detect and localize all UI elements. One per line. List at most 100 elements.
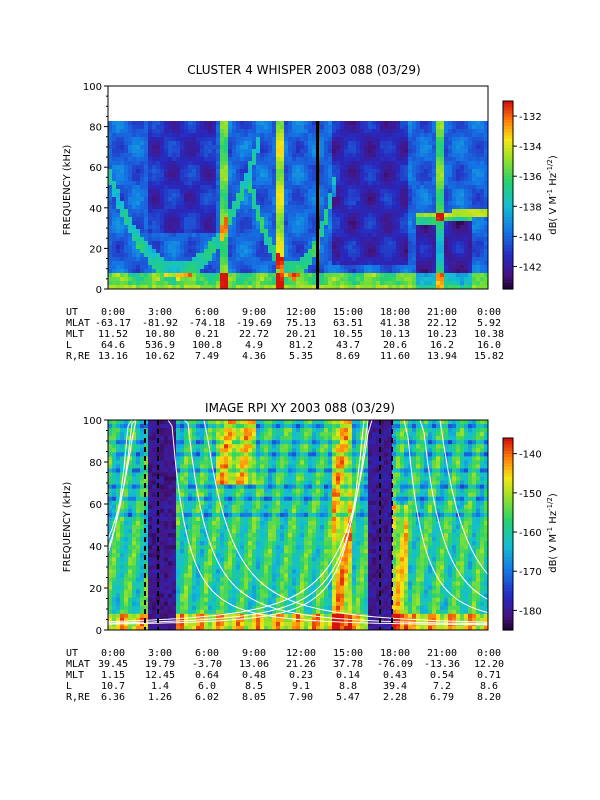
image-rpi-spectrogram-cell (108, 496, 113, 502)
image-rpi-spectrogram-cell (124, 452, 129, 457)
cluster-spectrogram-cell (404, 161, 409, 166)
cluster-spectrogram-cell (132, 149, 137, 154)
cluster-spectrogram-cell (352, 249, 357, 254)
cluster-spectrogram-cell (176, 129, 181, 134)
cluster-spectrogram-cell (340, 245, 345, 250)
cluster-spectrogram-cell (304, 269, 309, 274)
cluster-spectrogram-cell (472, 261, 477, 266)
cluster-spectrogram-cell (456, 249, 461, 254)
image-rpi-spectrogram-cell (116, 573, 121, 578)
cluster-spectrogram-cell (276, 197, 281, 202)
cluster-spectrogram-cell (384, 213, 389, 218)
cluster-spectrogram-cell (164, 277, 169, 282)
image-rpi-spectrogram-cell (132, 444, 137, 449)
cluster-spectrogram-cell (420, 169, 425, 174)
cluster-spectrogram-cell (392, 193, 397, 198)
image-rpi-spectrogram-cell (140, 448, 145, 453)
cluster-spectrogram-cell (184, 161, 189, 166)
cluster-spectrogram-cell (452, 141, 457, 146)
cluster-spectrogram-cell (436, 257, 441, 262)
cluster-spectrogram-cell (236, 209, 241, 214)
cluster-spectrogram-cell (388, 273, 393, 278)
cluster-spectrogram-cell (480, 257, 485, 262)
cluster-spectrogram-cell (268, 193, 273, 198)
image-rpi-spectrogram-cell (148, 601, 153, 607)
cluster-spectrogram-cell (140, 245, 145, 250)
cluster-spectrogram-cell (132, 145, 137, 150)
cluster-spectrogram-cell (120, 205, 125, 210)
cluster-spectrogram-cell (148, 181, 153, 186)
cluster-spectrogram-cell (484, 197, 489, 202)
cluster-spectrogram-cell (476, 265, 481, 270)
cluster-spectrogram-cell (456, 161, 461, 166)
image-rpi-spectrogram-cell (136, 420, 141, 425)
cluster-spectrogram-cell (440, 265, 445, 270)
image-rpi-spectrogram-cell (128, 617, 133, 623)
cluster-spectrogram-cell (348, 149, 353, 154)
cluster-spectrogram-cell (196, 137, 201, 142)
cluster-spectrogram-cell (364, 153, 369, 158)
cluster-spectrogram-cell (148, 153, 153, 158)
image-rpi-spectrogram-cell (124, 593, 129, 599)
cluster-spectrogram-cell (484, 253, 489, 258)
cluster-spectrogram-cell (120, 133, 125, 138)
image-rpi-spectrogram-cell (124, 488, 129, 494)
cluster-spectrogram-cell (416, 177, 421, 182)
cluster-spectrogram-cell (228, 217, 233, 222)
cluster-spectrogram-cell (164, 205, 169, 210)
cluster-spectrogram-cell (324, 277, 329, 282)
cluster-spectrogram-cell (292, 281, 297, 286)
cluster-spectrogram-cell (276, 145, 281, 150)
cluster-spectrogram-cell (276, 141, 281, 146)
cluster-spectrogram-cell (212, 249, 217, 254)
cluster-spectrogram-cell (120, 233, 125, 238)
cluster-spectrogram-cell (244, 185, 249, 190)
cluster-spectrogram-cell (400, 181, 405, 186)
cluster-spectrogram-cell (124, 241, 129, 246)
cluster-spectrogram-cell (152, 145, 157, 150)
cluster-spectrogram-cell (404, 213, 409, 218)
cluster-spectrogram-cell (144, 201, 149, 206)
cluster-spectrogram-cell (148, 245, 153, 250)
cluster-spectrogram-cell (304, 257, 309, 262)
cluster-spectrogram-cell (152, 265, 157, 270)
cluster-spectrogram-cell (388, 169, 393, 174)
image-rpi-spectrogram-cell (168, 537, 173, 542)
cluster-spectrogram-cell (464, 145, 469, 150)
cluster-spectrogram-cell (324, 249, 329, 254)
cluster-spectrogram-cell (260, 221, 265, 226)
cluster-spectrogram-cell (312, 217, 317, 222)
image-rpi-spectrogram-cell (164, 601, 169, 607)
cluster-spectrogram-cell (448, 277, 453, 282)
cluster-spectrogram-cell (216, 269, 221, 274)
cluster-spectrogram-cell (300, 225, 305, 230)
cluster-spectrogram-cell (200, 273, 205, 278)
cluster-spectrogram-cell (304, 277, 309, 282)
cluster-spectrogram-cell (132, 221, 137, 226)
cluster-spectrogram-cell (164, 125, 169, 130)
cluster-spectrogram-cell (268, 149, 273, 154)
cluster-spectrogram-cell (168, 261, 173, 266)
image-rpi-spectrogram-cell (108, 504, 113, 510)
cluster-spectrogram-cell (140, 269, 145, 274)
cluster-spectrogram-cell (208, 165, 213, 170)
cluster-spectrogram-cell (184, 209, 189, 214)
cluster-spectrogram-cell (288, 257, 293, 262)
cluster-spectrogram-cell (432, 229, 437, 234)
cluster-spectrogram-cell (400, 257, 405, 262)
image-rpi-spectrogram-cell (164, 589, 169, 595)
image-rpi-spectrogram-cell (124, 585, 129, 591)
cluster-spectrogram-cell (176, 169, 181, 174)
cluster-spectrogram-cell (200, 269, 205, 274)
image-rpi-spectrogram-cell (112, 492, 117, 498)
cluster-spectrogram-cell (116, 165, 121, 170)
cluster-spectrogram-cell (324, 233, 329, 238)
cluster-spectrogram-cell (376, 121, 381, 126)
cluster-spectrogram-cell (136, 209, 141, 214)
cluster-spectrogram-cell (196, 253, 201, 258)
image-rpi-spectrogram-cell (164, 448, 169, 453)
image-rpi-spectrogram-cell (160, 504, 165, 510)
cluster-spectrogram-cell (324, 285, 329, 290)
cluster-spectrogram-cell (444, 149, 449, 154)
cluster-spectrogram-cell (136, 185, 141, 190)
